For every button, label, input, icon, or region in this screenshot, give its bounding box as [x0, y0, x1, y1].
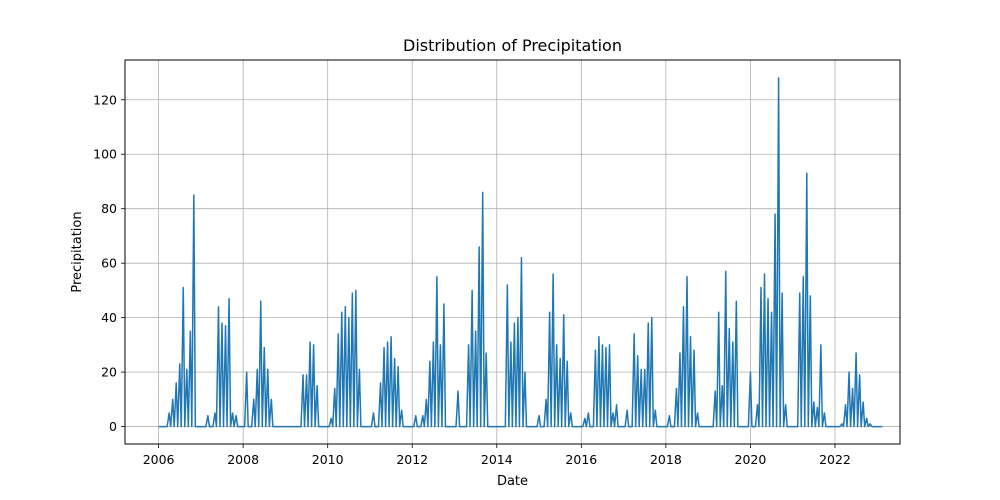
x-tick-label: 2022 [819, 452, 851, 467]
y-tick-label: 80 [101, 201, 117, 216]
y-tick-label: 100 [93, 147, 117, 162]
x-tick-label: 2016 [565, 452, 597, 467]
y-tick-label: 20 [101, 365, 117, 380]
precipitation-series-line [158, 77, 883, 428]
x-tick-label: 2020 [735, 452, 767, 467]
y-tick-label: 0 [109, 419, 117, 434]
x-tick-label: 2014 [481, 452, 513, 467]
plot-frame [124, 59, 901, 445]
x-tick-label: 2018 [650, 452, 682, 467]
axis-ticks: 2006 2008 2010 2012 2014 2016 2018 2020 2022 0 20 4… [93, 92, 851, 467]
x-tick-label: 2010 [312, 452, 344, 467]
chart-title: Distribution of Precipitation [403, 36, 622, 55]
y-axis-label: Precipitation [70, 211, 85, 292]
x-tick-label: 2006 [143, 452, 175, 467]
y-tick-label: 120 [93, 92, 117, 107]
y-tick-label: 40 [101, 310, 117, 325]
x-tick-label: 2012 [396, 452, 428, 467]
x-tick-label: 2008 [227, 452, 259, 467]
y-tick-label: 60 [101, 256, 117, 271]
series-layer [158, 77, 883, 428]
x-axis-label: Date [497, 474, 528, 489]
